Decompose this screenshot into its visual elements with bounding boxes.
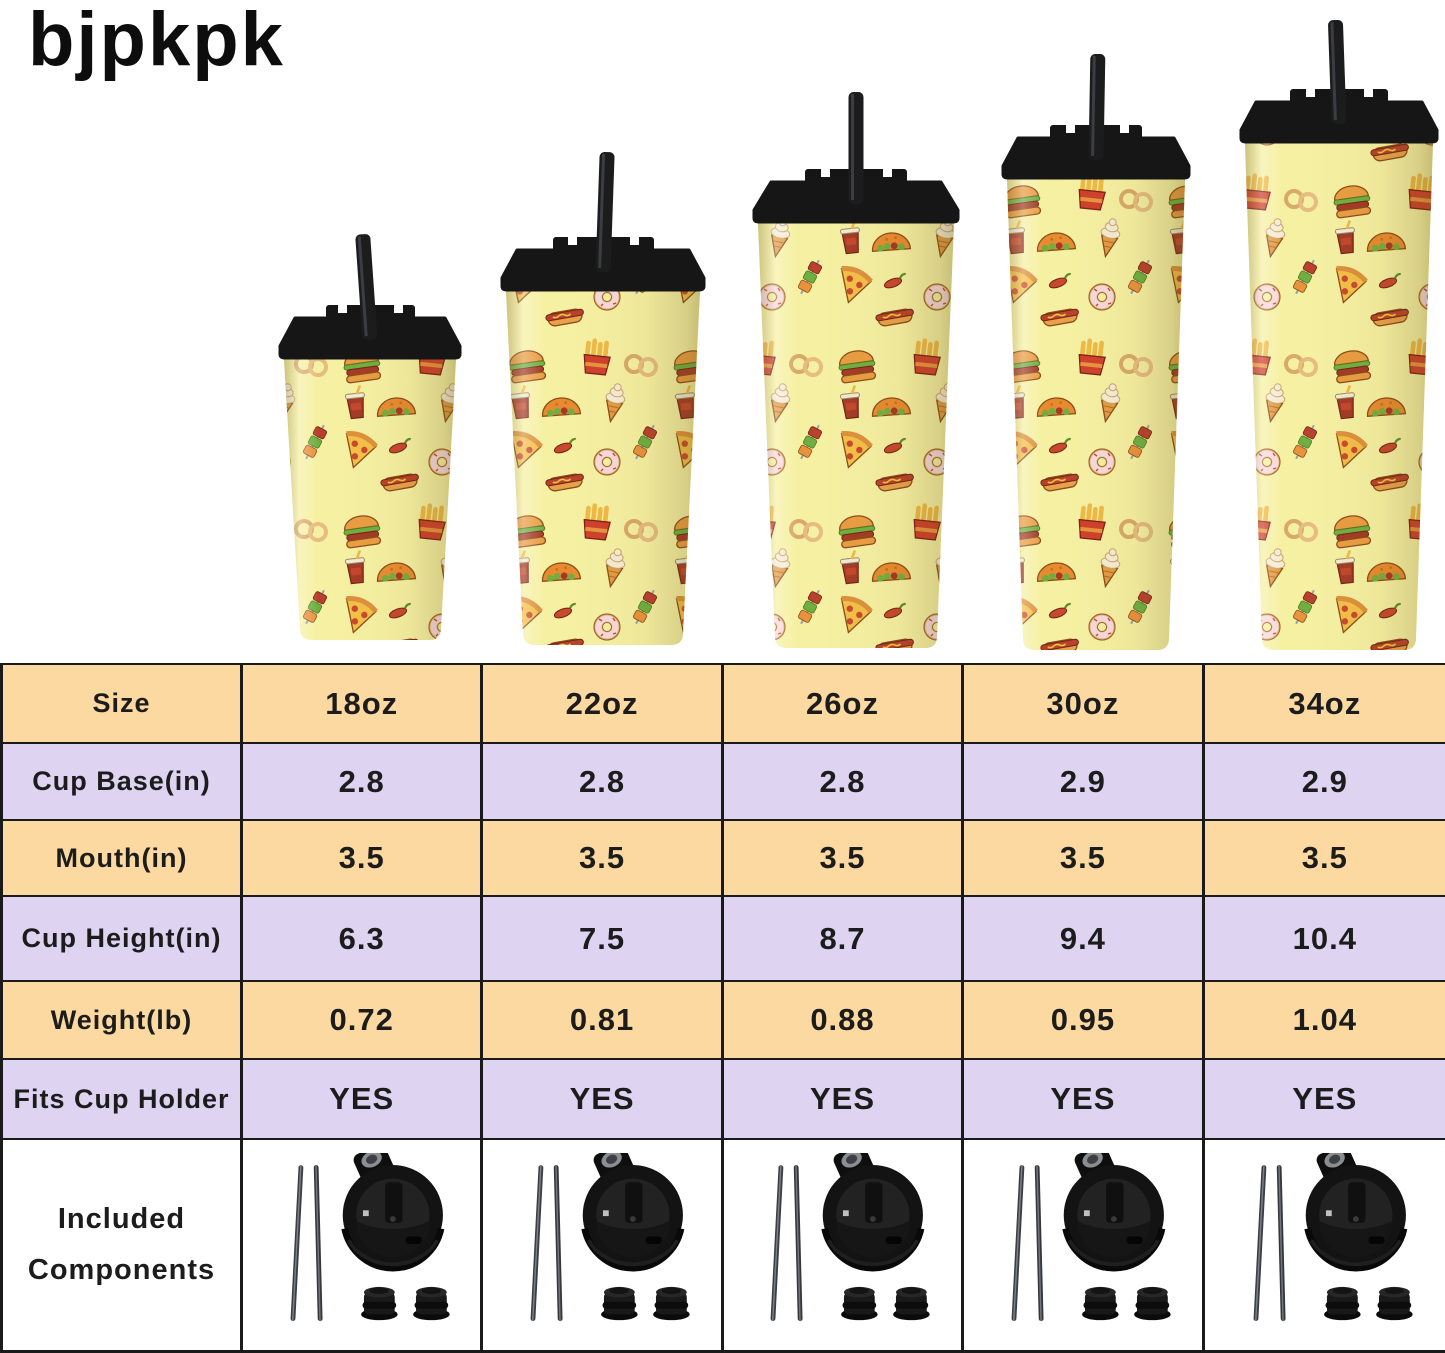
header-18oz: 18oz — [243, 665, 484, 744]
cup-base-30oz: 2.9 — [964, 744, 1205, 821]
straw-icon — [848, 92, 864, 204]
cup-base-18oz: 2.8 — [243, 744, 484, 821]
header-size: Size — [3, 665, 243, 744]
row-label-weight: Weight(lb) — [3, 982, 243, 1060]
lid-notch — [338, 305, 347, 313]
cup-height-26oz: 8.7 — [723, 897, 965, 982]
fits-26oz: YES — [723, 1060, 965, 1140]
lid-notch — [883, 169, 892, 177]
weight-26oz: 0.88 — [723, 982, 965, 1060]
lid-notch — [1120, 125, 1129, 133]
included-components-icon — [256, 1153, 468, 1337]
tumbler-18oz — [278, 234, 462, 640]
tumbler-30oz — [1001, 53, 1191, 650]
included-components-icon — [1219, 1153, 1431, 1337]
cup-base-34oz: 2.9 — [1204, 744, 1445, 821]
weight-34oz: 1.04 — [1204, 982, 1445, 1060]
straw-icon — [355, 234, 378, 341]
row-label-included-components: Included Components — [3, 1140, 243, 1350]
components-cell-18oz — [243, 1140, 484, 1350]
straw-icon — [595, 151, 615, 273]
lid-notch — [1364, 89, 1373, 97]
cup-height-34oz: 10.4 — [1204, 897, 1445, 982]
components-cell-30oz — [964, 1140, 1205, 1350]
fits-18oz: YES — [243, 1060, 484, 1140]
lid-notch — [1066, 125, 1075, 133]
lid-notch — [1306, 89, 1315, 97]
row-label-cup-height: Cup Height(in) — [3, 897, 243, 982]
cup-base-26oz: 2.8 — [723, 744, 965, 821]
cup-height-22oz: 7.5 — [483, 897, 724, 982]
weight-30oz: 0.95 — [964, 982, 1205, 1060]
header-26oz: 26oz — [723, 665, 965, 744]
brand-logo: bjpkpk — [28, 0, 285, 82]
components-cell-34oz — [1204, 1140, 1445, 1350]
included-label-line2: Components — [27, 1254, 216, 1286]
weight-22oz: 0.81 — [483, 982, 724, 1060]
header-34oz: 34oz — [1204, 665, 1445, 744]
tumbler-34oz — [1239, 19, 1439, 650]
fits-34oz: YES — [1204, 1060, 1445, 1140]
cup-height-30oz: 9.4 — [964, 897, 1205, 982]
cup-base-22oz: 2.8 — [483, 744, 724, 821]
straw-icon — [1328, 19, 1347, 125]
lid-notch — [821, 169, 830, 177]
lid-notch — [568, 237, 577, 245]
header-30oz: 30oz — [964, 665, 1205, 744]
components-cell-22oz — [483, 1140, 724, 1350]
cup-height-18oz: 6.3 — [243, 897, 484, 982]
mouth-34oz: 3.5 — [1204, 821, 1445, 897]
included-components-icon — [977, 1153, 1189, 1337]
included-components-icon — [736, 1153, 948, 1337]
row-label-mouth: Mouth(in) — [3, 821, 243, 897]
product-image — [278, 19, 1439, 650]
row-label-fits-cup-holder: Fits Cup Holder — [3, 1060, 243, 1140]
included-label-line1: Included — [57, 1203, 186, 1236]
tumbler-26oz — [752, 92, 960, 648]
mouth-22oz: 3.5 — [483, 821, 724, 897]
components-cell-26oz — [723, 1140, 965, 1350]
tumbler-22oz — [500, 151, 706, 645]
mouth-18oz: 3.5 — [243, 821, 484, 897]
lid-notch — [630, 237, 639, 245]
mouth-30oz: 3.5 — [964, 821, 1205, 897]
mouth-26oz: 3.5 — [723, 821, 965, 897]
header-22oz: 22oz — [483, 665, 724, 744]
fits-30oz: YES — [964, 1060, 1205, 1140]
spec-table: Size 18oz 22oz 26oz 30oz 34oz Cup Base(i… — [0, 663, 1445, 1353]
included-components-icon — [496, 1153, 708, 1337]
fits-22oz: YES — [483, 1060, 724, 1140]
lid-notch — [394, 305, 403, 313]
straw-icon — [1088, 53, 1106, 161]
weight-18oz: 0.72 — [243, 982, 484, 1060]
row-label-cup-base: Cup Base(in) — [3, 744, 243, 821]
